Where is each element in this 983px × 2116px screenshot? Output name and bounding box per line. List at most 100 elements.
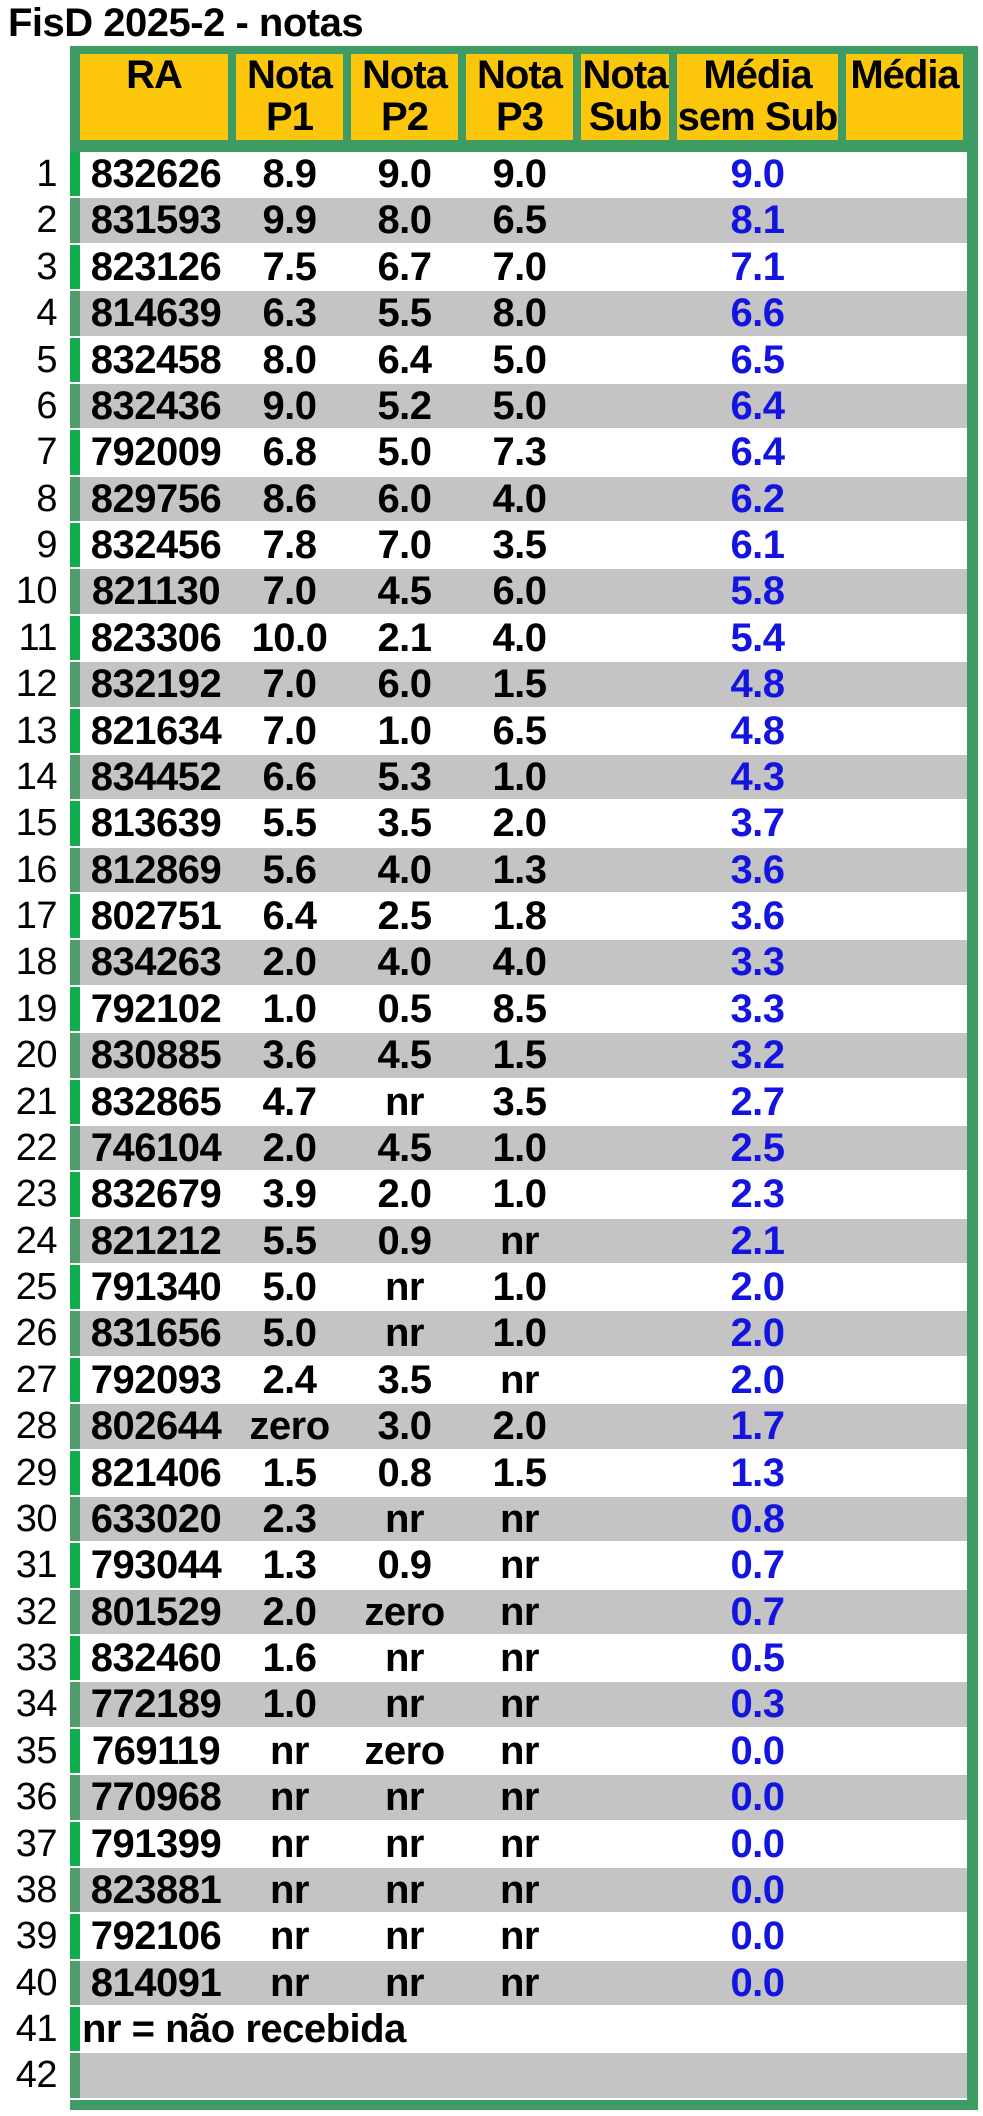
cell-p2[interactable]: 2.1	[377, 615, 432, 660]
cell-p1[interactable]: nr	[270, 1728, 310, 1773]
cell-p1[interactable]: 5.5	[262, 801, 317, 846]
row-number[interactable]: 23	[0, 1172, 70, 1217]
cell-p2[interactable]: 4.5	[377, 1033, 432, 1078]
cell-p2[interactable]: 0.8	[377, 1450, 432, 1495]
cell-p1[interactable]: 7.8	[262, 523, 317, 567]
row-number[interactable]: 1	[0, 152, 70, 197]
cell-p2[interactable]: 0.9	[377, 1218, 432, 1263]
row-number[interactable]: 17	[0, 894, 70, 939]
cell-media[interactable]	[842, 152, 967, 196]
cell-p3[interactable]: 8.5	[492, 986, 547, 1031]
cell-p1[interactable]: 7.5	[262, 244, 317, 289]
cell-sub[interactable]	[577, 384, 673, 428]
cell-mss[interactable]: 4.8	[730, 662, 785, 707]
cell-mss[interactable]: 0.7	[730, 1589, 785, 1634]
cell-p2[interactable]: 0.9	[377, 1543, 432, 1588]
cell-p2[interactable]: 9.0	[377, 152, 432, 196]
cell-sub[interactable]	[577, 569, 673, 613]
cell-media[interactable]	[842, 430, 967, 474]
cell-p3[interactable]: nr	[500, 1728, 540, 1773]
cell-p2[interactable]: 5.0	[377, 430, 432, 475]
cell-p2[interactable]: nr	[385, 1311, 425, 1356]
cell-sub[interactable]	[577, 662, 673, 706]
row-number[interactable]: 36	[0, 1775, 70, 1820]
cell-p1[interactable]: 8.9	[262, 152, 317, 196]
cell-mss[interactable]: 0.0	[730, 1867, 785, 1912]
cell-p1[interactable]: 6.6	[262, 754, 317, 799]
cell-mss[interactable]: 4.3	[730, 754, 785, 799]
cell-p1[interactable]: 5.6	[262, 847, 317, 892]
row-number[interactable]: 40	[0, 1960, 70, 2005]
cell-ra[interactable]: 801529	[90, 1589, 222, 1634]
cell-p1[interactable]: nr	[270, 1914, 310, 1959]
cell-ra[interactable]: 831593	[90, 198, 222, 243]
cell-p2[interactable]: 5.3	[377, 754, 432, 799]
cell-sub[interactable]	[577, 1729, 673, 1773]
cell-p2[interactable]: 1.0	[377, 708, 432, 753]
cell-sub[interactable]	[577, 523, 673, 567]
cell-media[interactable]	[842, 1543, 967, 1587]
row-number[interactable]: 28	[0, 1404, 70, 1449]
cell-p3[interactable]: 5.0	[492, 337, 547, 382]
cell-p3[interactable]: 1.3	[492, 847, 547, 892]
cell-ra[interactable]: 802644	[90, 1404, 222, 1449]
cell-media[interactable]	[842, 1822, 967, 1866]
cell-p3[interactable]: 6.0	[492, 569, 547, 614]
cell-p1[interactable]: 5.0	[262, 1265, 317, 1309]
cell-p3[interactable]: nr	[500, 1914, 540, 1959]
cell-p1[interactable]: 3.6	[262, 1033, 317, 1078]
cell-p1[interactable]: 2.4	[262, 1357, 317, 1402]
cell-sub[interactable]	[577, 1219, 673, 1263]
cell-p3[interactable]: 1.0	[492, 1125, 547, 1170]
cell-p3[interactable]: 1.5	[492, 1450, 547, 1495]
cell-sub[interactable]	[577, 1543, 673, 1587]
cell-media[interactable]	[842, 1636, 967, 1680]
cell-mss[interactable]: 0.0	[730, 1728, 785, 1773]
cell-mss[interactable]: 0.7	[730, 1543, 785, 1588]
legend-note[interactable]: nr = não recebida	[82, 2007, 406, 2051]
cell-mss[interactable]: 7.1	[730, 244, 785, 289]
cell-ra[interactable]: 832865	[90, 1079, 222, 1124]
cell-media[interactable]	[842, 709, 967, 753]
cell-p3[interactable]: 4.0	[492, 476, 547, 521]
cell-mss[interactable]: 4.8	[730, 708, 785, 753]
cell-p1[interactable]: 1.3	[262, 1543, 317, 1588]
cell-sub[interactable]	[577, 291, 673, 335]
cell-p1[interactable]: zero	[249, 1404, 330, 1449]
cell-mss[interactable]: 3.3	[730, 986, 785, 1031]
cell-media[interactable]	[842, 801, 967, 845]
cell-sub[interactable]	[577, 1822, 673, 1866]
cell-ra[interactable]: 832626	[90, 152, 222, 196]
cell-p2[interactable]: nr	[385, 1775, 425, 1820]
cell-p1[interactable]: 7.0	[262, 569, 317, 614]
cell-p3[interactable]: 2.0	[492, 801, 547, 846]
cell-mss[interactable]: 2.7	[730, 1079, 785, 1124]
cell-ra[interactable]: 821212	[90, 1218, 222, 1263]
header-cell-mss[interactable]: Média sem Sub	[673, 54, 842, 140]
cell-ra[interactable]: 832679	[90, 1172, 222, 1217]
cell-p2[interactable]: nr	[385, 1265, 425, 1309]
cell-p1[interactable]: nr	[270, 1775, 310, 1820]
cell-media[interactable]	[842, 384, 967, 428]
row-number[interactable]: 27	[0, 1357, 70, 1403]
cell-mss[interactable]: 6.6	[730, 291, 785, 336]
cell-p1[interactable]: 5.5	[262, 1218, 317, 1263]
cell-mss[interactable]: 3.6	[730, 894, 785, 938]
cell-media[interactable]	[842, 894, 967, 938]
cell-mss[interactable]: 9.0	[730, 152, 785, 196]
cell-sub[interactable]	[577, 801, 673, 845]
cell-p1[interactable]: 2.3	[262, 1496, 317, 1541]
cell-p3[interactable]: nr	[500, 1775, 540, 1820]
cell-mss[interactable]: 6.5	[730, 337, 785, 382]
cell-ra[interactable]: 832192	[90, 662, 222, 707]
cell-p3[interactable]: 3.5	[492, 1079, 547, 1124]
cell-p3[interactable]: 7.0	[492, 244, 547, 289]
cell-media[interactable]	[842, 1961, 967, 2005]
row-number[interactable]: 12	[0, 662, 70, 707]
cell-p1[interactable]: 6.8	[262, 430, 317, 475]
cell-sub[interactable]	[577, 1914, 673, 1958]
cell-p1[interactable]: 6.4	[262, 894, 317, 938]
header-cell-media[interactable]: Média	[842, 54, 967, 140]
cell-media[interactable]	[842, 477, 967, 521]
cell-p1[interactable]: 1.0	[262, 986, 317, 1031]
